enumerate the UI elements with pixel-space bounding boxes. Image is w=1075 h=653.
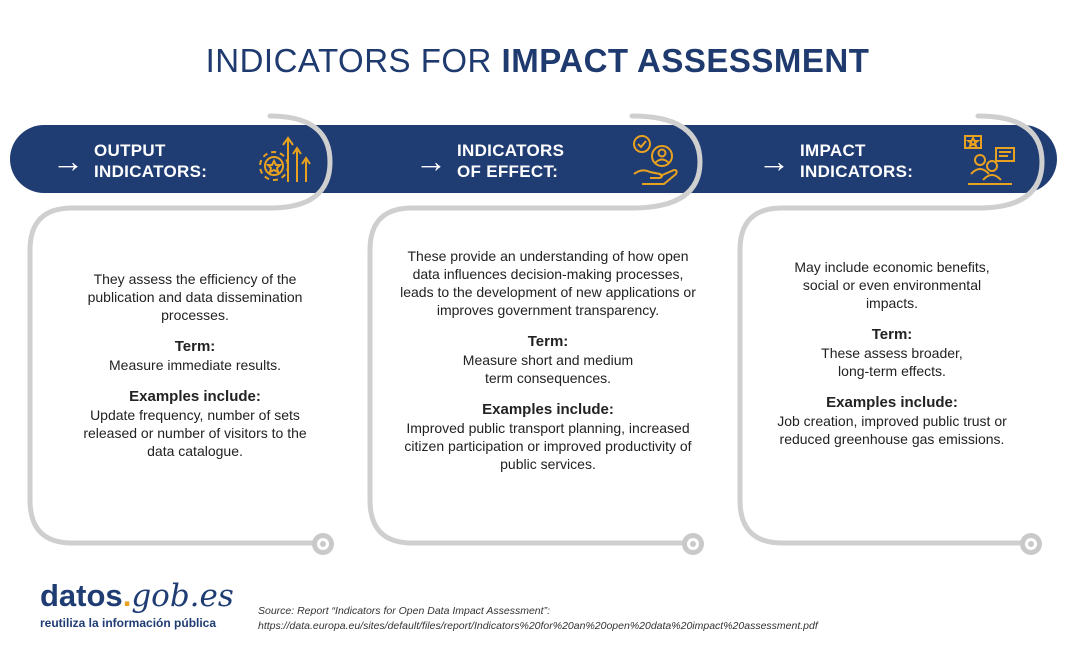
logo-part: gob bbox=[131, 578, 190, 614]
column-body-output: They assess the efficiency of the public… bbox=[70, 270, 320, 460]
people-feedback-icon bbox=[964, 135, 1015, 185]
arrow-right-icon: → bbox=[52, 143, 84, 179]
title-part-1: INDICATORS FOR bbox=[205, 42, 502, 79]
label-line-2: INDICATORS: bbox=[94, 162, 208, 181]
logo-part: .es bbox=[189, 578, 234, 614]
description: These provide an understanding of how op… bbox=[400, 248, 696, 318]
header-output-indicators: → OUTPUT INDICATORS: bbox=[52, 138, 234, 184]
datos-gob-logo: datos.gob.es reutiliza la información pú… bbox=[40, 578, 234, 631]
term-heading: Term: bbox=[174, 338, 216, 355]
column-body-impact: May include economic benefits, social or… bbox=[776, 258, 1008, 448]
header-impact-indicators: → IMPACT INDICATORS: bbox=[758, 138, 940, 184]
term-heading: Term: bbox=[871, 326, 913, 343]
label-line-1: IMPACT bbox=[800, 141, 866, 160]
column-body-effect: These provide an understanding of how op… bbox=[400, 247, 696, 473]
gear-growth-icon bbox=[259, 136, 311, 182]
title-part-2: IMPACT ASSESSMENT bbox=[501, 42, 870, 79]
description: May include economic benefits, social or… bbox=[794, 259, 990, 311]
connector-end-dot bbox=[1020, 533, 1042, 555]
label-line-2: OF EFFECT: bbox=[457, 162, 559, 181]
source-line-1: Source: Report “Indicators for Open Data… bbox=[258, 605, 550, 617]
term-text: Measure immediate results. bbox=[109, 357, 281, 373]
term-text: Measure short and medium term consequenc… bbox=[462, 352, 634, 386]
connector-end-dot bbox=[312, 533, 334, 555]
source-url[interactable]: https://data.europa.eu/sites/default/fil… bbox=[258, 620, 818, 632]
connector-end-dot bbox=[682, 533, 704, 555]
header-indicators-of-effect: → INDICATORS OF EFFECT: bbox=[415, 138, 597, 184]
term-heading: Term: bbox=[527, 333, 569, 350]
examples-text: Job creation, improved public trust or r… bbox=[777, 413, 1007, 447]
label-line-1: INDICATORS bbox=[457, 141, 565, 160]
page-title: INDICATORS FOR IMPACT ASSESSMENT bbox=[0, 42, 1075, 80]
header-band bbox=[10, 125, 1057, 193]
arrow-right-icon: → bbox=[758, 143, 790, 179]
examples-heading: Examples include: bbox=[826, 394, 958, 411]
arrow-right-icon: → bbox=[415, 143, 447, 179]
label-line-2: INDICATORS: bbox=[800, 162, 914, 181]
term-text: These assess broader, long-term effects. bbox=[821, 345, 963, 379]
description: They assess the efficiency of the public… bbox=[87, 271, 303, 323]
logo-tagline: reutiliza la información pública bbox=[40, 616, 217, 630]
hand-person-check-icon bbox=[633, 135, 678, 185]
column-label: IMPACT INDICATORS: bbox=[800, 140, 940, 182]
examples-text: Improved public transport planning, incr… bbox=[404, 420, 692, 472]
label-line-1: OUTPUT bbox=[94, 141, 166, 160]
logo-part: datos bbox=[40, 578, 123, 613]
source-citation: Source: Report “Indicators for Open Data… bbox=[258, 604, 818, 634]
examples-heading: Examples include: bbox=[482, 401, 614, 418]
column-label: INDICATORS OF EFFECT: bbox=[457, 140, 597, 182]
logo-part: . bbox=[122, 578, 132, 613]
column-label: OUTPUT INDICATORS: bbox=[94, 140, 234, 182]
logo-wordmark: datos.gob.es bbox=[40, 578, 234, 614]
examples-text: Update frequency, number of sets release… bbox=[83, 407, 307, 459]
examples-heading: Examples include: bbox=[129, 388, 261, 405]
